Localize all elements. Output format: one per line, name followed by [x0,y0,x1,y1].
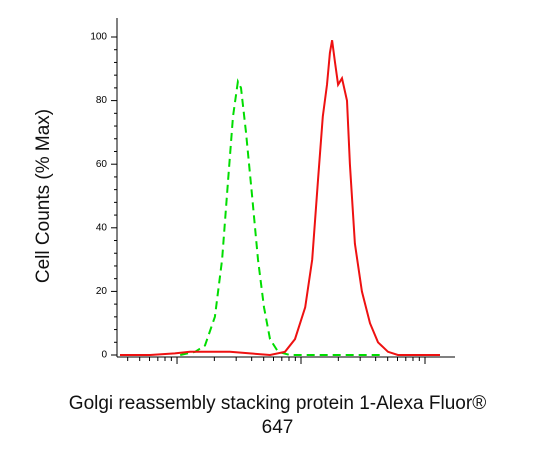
series-line [179,78,380,356]
y-tick-label: 100 [90,32,107,43]
plot: Cell Counts (% Max) 0 20 40 60 80 100 [33,18,455,364]
series-line [120,40,440,357]
y-tick-label: 60 [96,159,108,170]
y-tick-label: 0 [101,350,107,361]
y-axis-label: Cell Counts (% Max) [33,109,54,283]
y-tick-label: 40 [96,222,108,233]
y-tick-label: 80 [96,95,108,106]
x-axis-label: 647 [261,417,294,438]
y-tick-label: 20 [96,286,108,297]
x-axis-label: Golgi reassembly stacking protein 1-Alex… [68,393,487,414]
